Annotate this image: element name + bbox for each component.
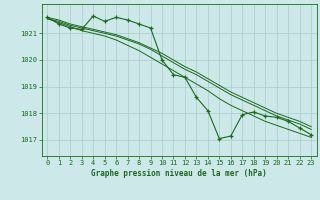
X-axis label: Graphe pression niveau de la mer (hPa): Graphe pression niveau de la mer (hPa) [91,169,267,178]
